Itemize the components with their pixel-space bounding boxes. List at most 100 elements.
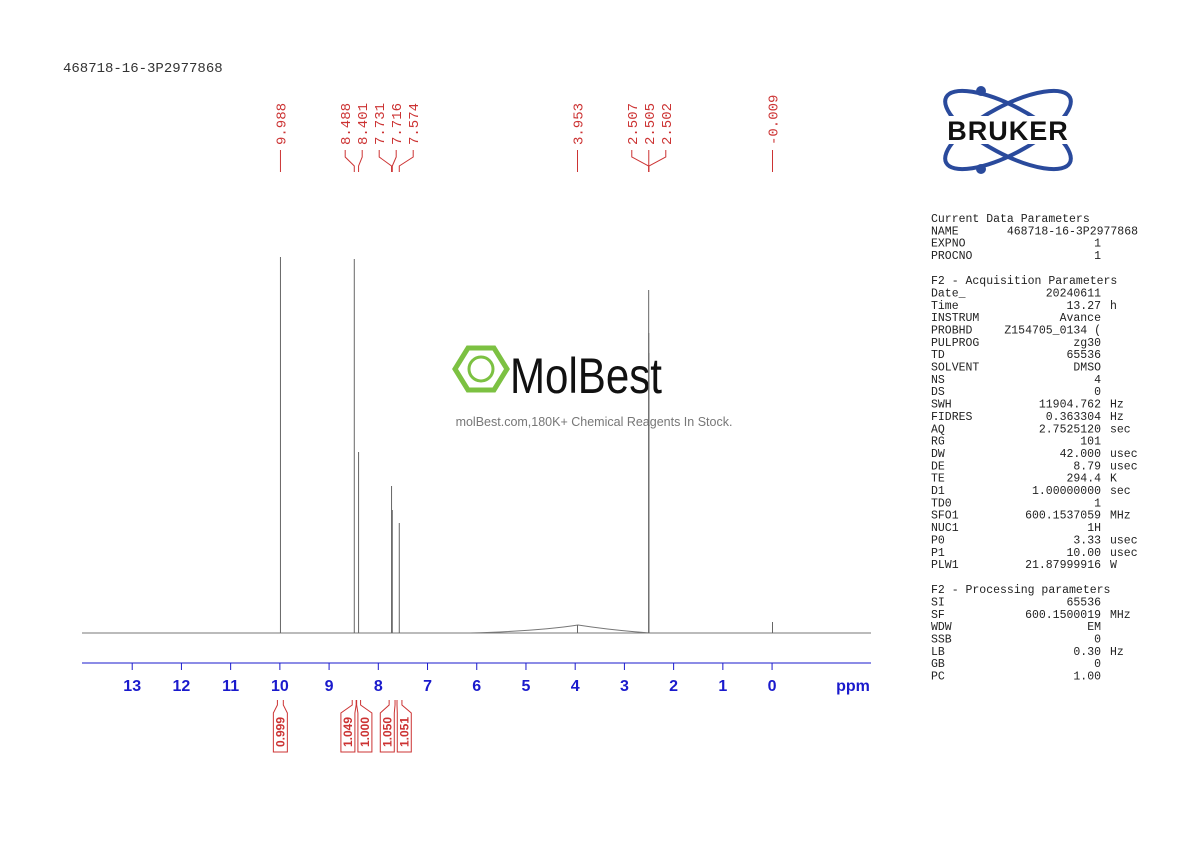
param-name: PLW1 xyxy=(931,559,959,572)
peak-label: 2.507 xyxy=(626,103,642,145)
param-value: 10.00 xyxy=(1066,547,1101,560)
watermark-brand: MolBest xyxy=(510,348,662,404)
param-name: DS xyxy=(931,386,945,399)
x-axis-label: ppm xyxy=(836,678,870,695)
logo-dot xyxy=(976,164,986,174)
sample-title: 468718-16-3P2977868 xyxy=(63,61,223,77)
peak-leader xyxy=(358,150,363,172)
param-value: 0.363304 xyxy=(1046,411,1101,424)
param-value: 8.79 xyxy=(1073,460,1101,473)
integral-label: 1.051 xyxy=(397,717,411,747)
peak-label: 7.574 xyxy=(407,103,423,145)
param-unit: K xyxy=(1110,473,1117,486)
peak-label: 8.401 xyxy=(356,103,372,145)
param-value: 4 xyxy=(1094,374,1101,387)
peak-leader xyxy=(631,150,650,172)
broad-hump xyxy=(469,624,651,634)
param-heading: F2 - Acquisition Parameters xyxy=(931,275,1117,288)
param-value: DMSO xyxy=(1073,362,1101,375)
x-tick-label: 1 xyxy=(718,678,727,695)
param-name: WDW xyxy=(931,621,952,634)
param-value: 65536 xyxy=(1066,349,1101,362)
x-tick-label: 0 xyxy=(768,678,777,695)
logo-dot xyxy=(976,86,986,96)
x-tick-label: 11 xyxy=(222,678,239,695)
param-name: PC xyxy=(931,671,945,684)
watermark-ring xyxy=(467,355,495,383)
peak-leader xyxy=(344,150,355,172)
param-value: 0.30 xyxy=(1073,646,1101,659)
param-name: EXPNO xyxy=(931,238,966,251)
param-name: TD xyxy=(931,349,945,362)
param-name: TD0 xyxy=(931,497,952,510)
param-name: Time xyxy=(931,300,959,313)
param-value: 0 xyxy=(1094,658,1101,671)
param-name: SWH xyxy=(931,399,952,412)
param-name: GB xyxy=(931,658,945,671)
logo-orbit xyxy=(943,88,1073,172)
param-unit: h xyxy=(1110,300,1117,313)
param-name: D1 xyxy=(931,485,945,498)
peak-leader xyxy=(378,150,393,172)
param-name: DE xyxy=(931,460,945,473)
param-unit: MHz xyxy=(1110,609,1131,622)
param-unit: Hz xyxy=(1110,399,1124,412)
param-value: 1.00000000 xyxy=(1032,485,1101,498)
x-tick-label: 12 xyxy=(173,678,191,695)
param-unit: usec xyxy=(1110,534,1138,547)
param-value: 11904.762 xyxy=(1039,399,1101,412)
param-unit: usec xyxy=(1110,448,1138,461)
peak-label: 2.505 xyxy=(643,103,659,145)
param-value: 42.000 xyxy=(1060,448,1102,461)
param-value: 600.1500019 xyxy=(1025,609,1101,622)
peak-label: 3.953 xyxy=(571,103,587,145)
param-value: 65536 xyxy=(1066,596,1101,609)
x-tick-label: 4 xyxy=(571,678,580,695)
param-name: SI xyxy=(931,596,945,609)
bruker-logo: BRUKER xyxy=(924,86,1092,174)
peak-label: 7.731 xyxy=(373,103,389,145)
param-name: NS xyxy=(931,374,945,387)
param-name: PROBHD xyxy=(931,324,973,337)
param-unit: sec xyxy=(1110,485,1131,498)
watermark-hexagon xyxy=(452,345,510,393)
peak-leader xyxy=(648,150,667,172)
param-value: 1 xyxy=(1094,238,1101,251)
param-value: 600.1537059 xyxy=(1025,510,1101,523)
param-name: P0 xyxy=(931,534,945,547)
param-unit: W xyxy=(1110,559,1117,572)
param-name: SFO1 xyxy=(931,510,959,523)
param-value: 294.4 xyxy=(1066,473,1101,486)
param-name: DW xyxy=(931,448,945,461)
param-value: 1.00 xyxy=(1073,671,1101,684)
x-tick-label: 5 xyxy=(522,678,531,695)
param-unit: Hz xyxy=(1110,411,1124,424)
param-name: AQ xyxy=(931,423,945,436)
integral-label: 1.050 xyxy=(380,717,394,747)
param-name: SF xyxy=(931,609,945,622)
param-value: 1H xyxy=(1087,522,1101,535)
param-value: 101 xyxy=(1080,436,1101,449)
param-value: 20240611 xyxy=(1046,287,1101,300)
param-name: P1 xyxy=(931,547,945,560)
param-value: Z154705_0134 ( xyxy=(1004,324,1101,337)
param-name: PROCNO xyxy=(931,250,973,263)
param-name: INSTRUM xyxy=(931,312,979,325)
param-value: 0 xyxy=(1094,386,1101,399)
param-name: RG xyxy=(931,436,945,449)
x-tick-label: 6 xyxy=(472,678,481,695)
peak-label: 7.716 xyxy=(390,103,406,145)
logo-orbit xyxy=(943,88,1073,172)
param-value: zg30 xyxy=(1073,337,1101,350)
param-name: PULPROG xyxy=(931,337,979,350)
x-tick-label: 3 xyxy=(620,678,629,695)
integral-bracket xyxy=(272,700,288,753)
x-tick-label: 10 xyxy=(271,678,289,695)
integral-bracket xyxy=(379,700,396,753)
integral-label: 1.000 xyxy=(358,717,372,747)
integral-label: 1.049 xyxy=(341,717,355,747)
integral-bracket xyxy=(340,700,357,753)
param-value: 468718-16-3P2977868 xyxy=(1007,225,1138,238)
x-tick-label: 9 xyxy=(325,678,334,695)
